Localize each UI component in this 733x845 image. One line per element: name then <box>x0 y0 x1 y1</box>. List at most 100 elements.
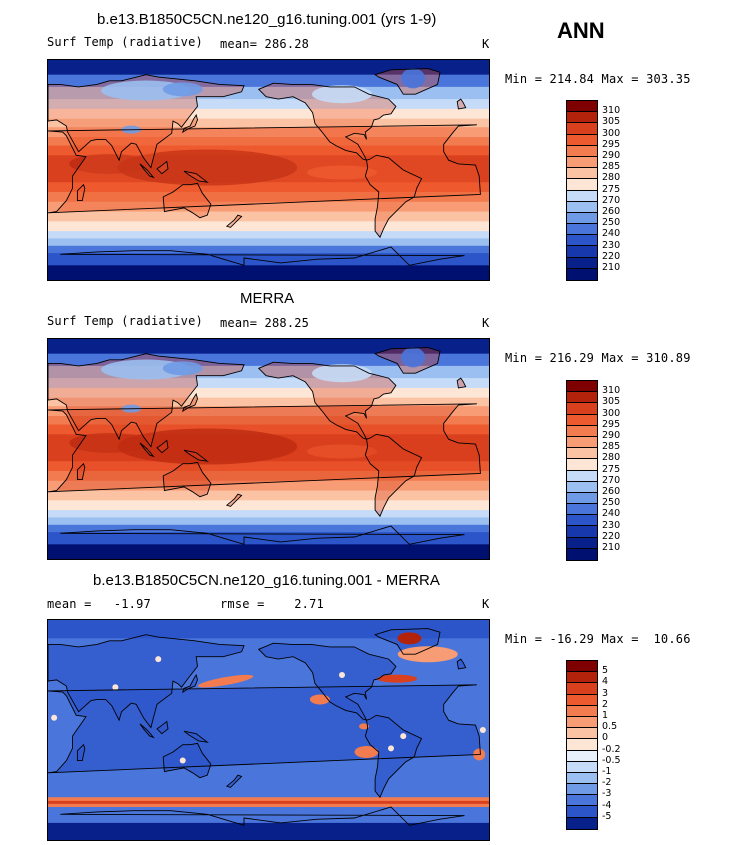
colorbar-tick-label: 220 <box>602 250 621 262</box>
diff-land-speckle <box>479 727 486 733</box>
coastline <box>374 628 441 655</box>
temperature-band <box>48 480 489 492</box>
panel-2-title: MERRA <box>240 290 295 307</box>
colorbar-tick-label: 270 <box>602 474 621 486</box>
coastline <box>225 214 243 228</box>
diff-upwelling <box>354 746 379 758</box>
colorbar-swatch <box>567 750 597 762</box>
colorbar-swatch <box>567 694 597 706</box>
colorbar-swatch <box>567 212 597 225</box>
temperature-band <box>48 99 489 110</box>
coastline <box>76 462 86 481</box>
temperature-band <box>48 60 489 76</box>
colorbar-swatch <box>567 246 597 258</box>
panel-3-map <box>47 619 490 841</box>
diff-gulf-stream <box>377 674 418 683</box>
colorbar-swatch <box>567 381 597 393</box>
panel-1-units: K <box>482 37 490 51</box>
colorbar-swatch <box>567 448 597 460</box>
diff-land-speckle <box>179 757 186 764</box>
colorbar-tick-label: -2 <box>602 777 612 789</box>
colorbar-swatch <box>567 537 597 549</box>
coastline <box>456 98 467 110</box>
diff-antarctic <box>48 822 489 840</box>
colorbar-swatch <box>567 414 597 426</box>
colorbar-swatch <box>567 739 597 751</box>
coastline <box>183 730 209 743</box>
coastline <box>156 160 169 175</box>
colorbar-tick-label: 290 <box>602 430 621 441</box>
coastline <box>225 493 243 507</box>
colorbar-swatch <box>567 548 597 560</box>
coastline <box>257 82 397 161</box>
colorbar-tick-label: 0.5 <box>602 721 618 733</box>
temperature-band <box>48 416 489 426</box>
land-fill <box>48 74 244 168</box>
diff-land <box>184 731 208 743</box>
colorbar-tick-label: 240 <box>602 228 621 240</box>
cold-region <box>162 82 203 97</box>
colorbar-swatch <box>567 761 597 773</box>
diff-land-speckle <box>112 684 119 691</box>
diff-land-speckle <box>155 656 162 663</box>
panel-1-colorbar <box>566 100 598 281</box>
colorbar-swatch <box>567 817 597 829</box>
land-fill <box>365 434 422 517</box>
panel-3-title: b.e13.B1850C5CN.ne120_g16.tuning.001 - M… <box>93 572 440 589</box>
warm-pool <box>117 428 298 465</box>
colorbar-tick-label: 250 <box>602 217 621 229</box>
coastline <box>48 124 481 214</box>
coastline <box>139 723 155 739</box>
coastline <box>374 68 441 95</box>
colorbar-tick-label: 285 <box>602 441 621 453</box>
indian-ocean-warm <box>69 432 150 453</box>
colorbar-tick-label: 270 <box>602 194 621 206</box>
temperature-band <box>48 397 489 407</box>
colorbar-swatch <box>567 179 597 191</box>
colorbar-tick-label: 2 <box>602 698 609 710</box>
colorbar-tick-label: 285 <box>602 161 621 173</box>
cold-region <box>312 85 372 104</box>
colorbar-swatch <box>567 235 597 247</box>
colorbar-tick-label: 1 <box>602 710 609 721</box>
coastline <box>76 743 86 762</box>
panel-1-mean-label: mean= 286.28 <box>220 37 310 51</box>
colorbar-tick-label: 240 <box>602 508 621 520</box>
coastline <box>162 461 212 498</box>
colorbar-swatch <box>567 705 597 717</box>
coastline <box>48 353 245 448</box>
land-fill <box>184 450 208 462</box>
colorbar-tick-label: -4 <box>602 799 612 811</box>
cold-tongue <box>307 444 377 459</box>
panel-3-units: K <box>482 597 490 611</box>
diff-land <box>365 715 422 798</box>
colorbar-tick-label: -0.5 <box>602 754 621 766</box>
cold-region <box>162 361 203 376</box>
colorbar-swatch <box>567 436 597 449</box>
diff-land-speckle <box>400 733 407 740</box>
colorbar-swatch <box>567 190 597 202</box>
colorbar-swatch <box>567 134 597 146</box>
coastline <box>139 163 155 179</box>
colorbar-swatch <box>567 112 597 124</box>
colorbar-tick-label: 295 <box>602 138 621 150</box>
temperature-band <box>48 378 489 389</box>
coastline <box>48 403 481 493</box>
panel-2-mean-label: mean= 288.25 <box>220 316 310 330</box>
land-fill <box>365 155 422 238</box>
coastline <box>60 246 465 266</box>
diff-upwelling <box>309 694 330 705</box>
diff-land <box>226 775 242 788</box>
land-fill <box>457 378 466 388</box>
colorbar-tick-label: 210 <box>602 262 621 273</box>
colorbar-tick-label: 310 <box>602 385 621 397</box>
colorbar-swatch <box>567 683 597 695</box>
panel-2-units: K <box>482 316 490 330</box>
land-fill <box>457 99 466 109</box>
temperature-band <box>48 490 489 501</box>
coastline <box>162 742 212 779</box>
temperature-band <box>48 231 489 239</box>
colorbar-swatch <box>567 425 597 437</box>
colorbar-tick-label: 210 <box>602 542 621 553</box>
cold-region <box>401 68 426 89</box>
